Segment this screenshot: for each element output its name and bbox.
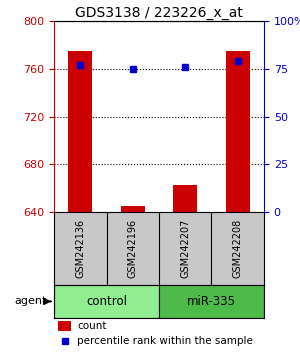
- Text: count: count: [77, 321, 106, 331]
- Text: miR-335: miR-335: [187, 295, 236, 308]
- Text: agent: agent: [14, 296, 47, 307]
- Text: percentile rank within the sample: percentile rank within the sample: [77, 336, 253, 346]
- Bar: [54, 285, 159, 318]
- Bar: [159, 285, 264, 318]
- Text: GSM242207: GSM242207: [180, 219, 190, 278]
- Text: GSM242136: GSM242136: [75, 219, 85, 278]
- Bar: [226, 51, 250, 212]
- Bar: [121, 206, 145, 212]
- Bar: [173, 184, 197, 212]
- Text: control: control: [86, 295, 127, 308]
- Title: GDS3138 / 223226_x_at: GDS3138 / 223226_x_at: [75, 6, 243, 20]
- Text: GSM242196: GSM242196: [128, 219, 138, 278]
- Bar: [58, 320, 71, 331]
- Text: GSM242208: GSM242208: [233, 219, 243, 278]
- Bar: [68, 51, 92, 212]
